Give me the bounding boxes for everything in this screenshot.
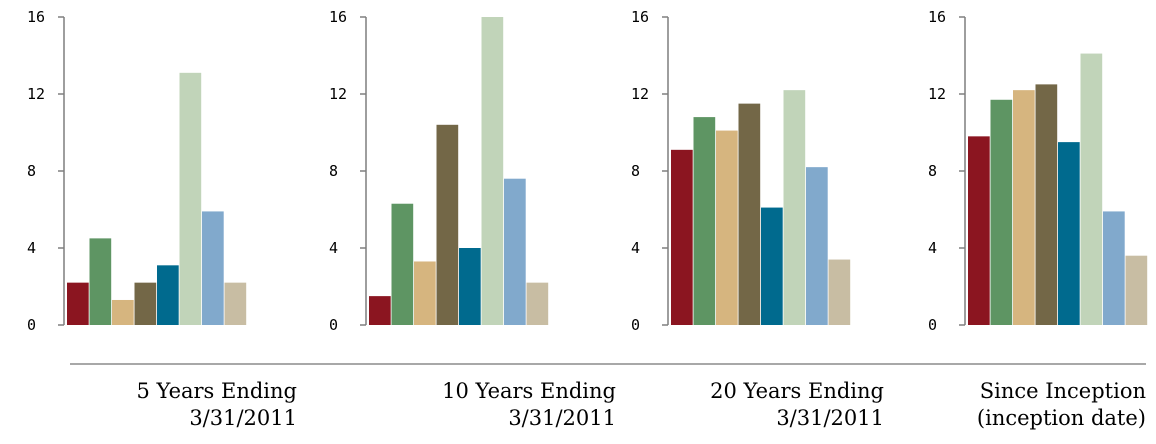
chart-panel-2: 0 4 8 12 16 10 Years Ending 3/31/2011 <box>329 8 616 430</box>
y-tick-label: 0 <box>329 316 338 334</box>
y-tick-label: 16 <box>329 8 347 26</box>
bar-4 <box>1035 84 1058 325</box>
bar-7 <box>504 178 526 325</box>
y-tick-label: 4 <box>27 239 36 257</box>
period-caption-line-2: 3/31/2011 <box>508 406 616 430</box>
bar-2 <box>391 203 414 325</box>
bar-1 <box>968 136 990 325</box>
chart-panel-3: 0 4 8 12 16 20 Years Ending 3/31/2011 <box>631 8 884 430</box>
bar-1 <box>67 282 89 325</box>
y-tick-label: 0 <box>631 316 640 334</box>
bar-6 <box>783 90 806 326</box>
bar-4 <box>436 124 459 325</box>
bar-8 <box>224 282 247 325</box>
bar-8 <box>828 259 851 325</box>
y-tick-label: 0 <box>27 316 36 334</box>
y-tick-label: 4 <box>928 239 937 257</box>
period-caption-line-1: 5 Years Ending <box>137 379 298 403</box>
y-tick-label: 16 <box>27 8 45 26</box>
period-caption-line-2: 3/31/2011 <box>189 406 297 430</box>
bar-2 <box>89 238 112 325</box>
bar-3 <box>112 299 134 325</box>
y-tick-label: 16 <box>631 8 649 26</box>
y-tick-label: 8 <box>329 162 338 180</box>
bar-5 <box>157 265 179 325</box>
bar-5 <box>1058 142 1080 325</box>
bar-1 <box>369 296 391 325</box>
y-tick-label: 4 <box>631 239 640 257</box>
y-tick-label: 8 <box>928 162 937 180</box>
bar-1 <box>671 149 693 325</box>
period-caption-line-2: (inception date) <box>977 406 1146 430</box>
chart-panel-1: 0 4 8 12 16 5 Years Ending 3/31/2011 <box>27 8 297 430</box>
y-tick-label: 0 <box>928 316 937 334</box>
bar-5 <box>761 207 783 325</box>
bar-8 <box>526 282 549 325</box>
bar-7 <box>806 167 828 325</box>
bar-3 <box>1013 90 1035 326</box>
period-caption-line-1: Since Inception <box>980 379 1146 403</box>
bar-7 <box>202 211 224 325</box>
bar-8 <box>1125 255 1148 325</box>
bar-5 <box>459 248 481 325</box>
y-tick-label: 4 <box>329 239 338 257</box>
y-tick-label: 12 <box>329 85 347 103</box>
period-caption-line-1: 10 Years Ending <box>442 379 616 403</box>
y-tick-label: 12 <box>928 85 946 103</box>
y-tick-label: 16 <box>928 8 946 26</box>
y-tick-label: 12 <box>27 85 45 103</box>
bar-7 <box>1103 211 1125 325</box>
bar-2 <box>990 99 1013 326</box>
bar-4 <box>134 282 157 325</box>
bar-2 <box>693 117 716 325</box>
chart-panel-4: 0 4 8 12 16 Since Inception (inception date) <box>928 8 1148 430</box>
y-tick-label: 12 <box>631 85 649 103</box>
period-caption-line-1: 20 Years Ending <box>710 379 884 403</box>
bar-6 <box>481 17 504 325</box>
y-tick-label: 8 <box>27 162 36 180</box>
bar-3 <box>716 130 738 325</box>
bar-6 <box>1080 53 1103 325</box>
y-tick-label: 8 <box>631 162 640 180</box>
bar-3 <box>414 261 436 325</box>
bar-6 <box>179 72 202 325</box>
bar-4 <box>738 103 761 325</box>
period-caption-line-2: 3/31/2011 <box>776 406 884 430</box>
